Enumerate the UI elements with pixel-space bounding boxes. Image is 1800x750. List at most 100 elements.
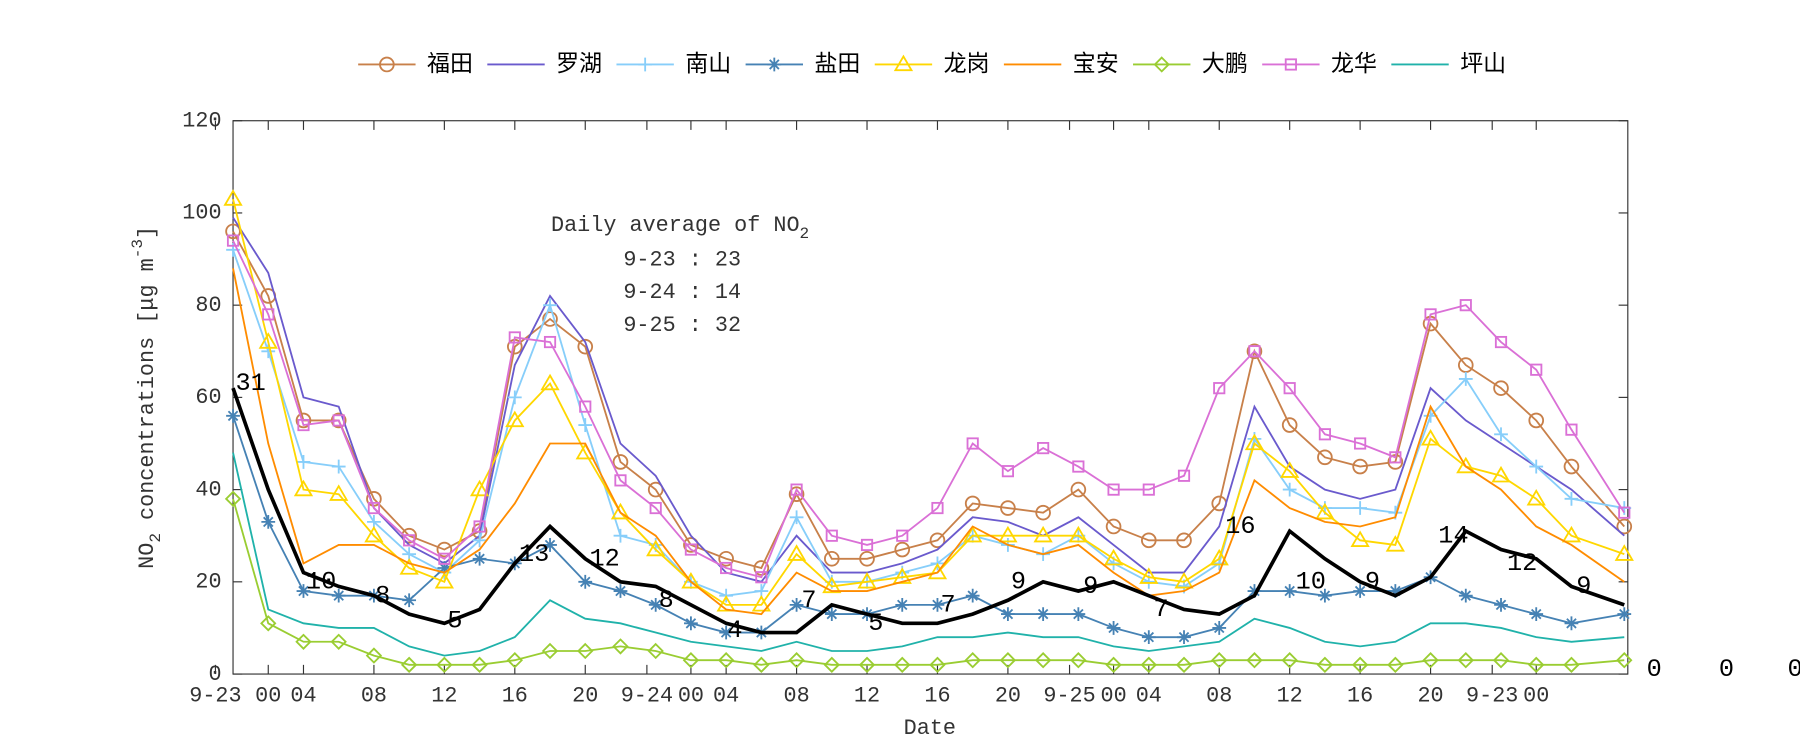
- legend-label: 龙华: [1331, 51, 1377, 77]
- marker: [755, 571, 768, 584]
- marker: [1318, 428, 1331, 441]
- marker: [895, 597, 910, 612]
- marker: [824, 607, 839, 621]
- marker: [1353, 584, 1368, 598]
- marker: [1037, 442, 1050, 455]
- annotation: 10: [1296, 567, 1326, 596]
- marker: [612, 454, 629, 470]
- x-tick-label: 20: [572, 684, 598, 709]
- marker: [1209, 548, 1229, 566]
- x-tick-label: 9-23: [1466, 684, 1518, 709]
- y-axis-label-part: g m: [135, 258, 160, 297]
- marker: [716, 595, 736, 612]
- marker: [1317, 449, 1333, 466]
- y-axis-label-part: ]: [135, 226, 160, 239]
- marker: [1244, 433, 1265, 451]
- marker: [1422, 652, 1439, 669]
- marker: [1458, 588, 1473, 603]
- marker: [1315, 502, 1335, 520]
- marker: [364, 525, 384, 543]
- marker: [1107, 483, 1120, 496]
- annotation: 10: [306, 567, 336, 596]
- series-line: [232, 217, 1625, 583]
- annotation: 9: [1365, 567, 1380, 596]
- annotation: 5: [868, 609, 883, 638]
- marker: [1140, 656, 1157, 674]
- inset-title-sub: 2: [800, 225, 810, 243]
- marker: [825, 529, 838, 542]
- marker: [1493, 380, 1509, 396]
- marker: [610, 502, 631, 520]
- marker: [1459, 299, 1472, 312]
- marker: [718, 550, 734, 567]
- marker: [223, 189, 243, 206]
- y-tick-label: 20: [195, 570, 221, 595]
- marker: [638, 57, 653, 72]
- x-tick-label: 00: [678, 684, 704, 709]
- marker: [1282, 482, 1297, 497]
- marker: [506, 652, 523, 669]
- annotation: 4: [727, 616, 742, 645]
- annotation: 0: [1788, 655, 1800, 684]
- marker: [1528, 412, 1545, 429]
- marker: [683, 537, 699, 553]
- marker: [332, 414, 345, 427]
- marker: [786, 544, 807, 561]
- marker: [1105, 656, 1122, 674]
- x-tick-label: 04: [713, 684, 739, 709]
- marker: [927, 562, 948, 580]
- annotation: 8: [375, 581, 390, 610]
- marker: [508, 331, 521, 344]
- marker: [1350, 530, 1370, 547]
- marker: [788, 486, 805, 503]
- marker: [860, 538, 874, 552]
- marker: [1494, 335, 1508, 349]
- marker: [1068, 525, 1088, 543]
- marker: [896, 529, 909, 542]
- x-axis-label: Date: [904, 716, 956, 741]
- legend-label: 盐田: [814, 51, 860, 77]
- marker: [1528, 656, 1545, 674]
- annotation: 13: [519, 540, 549, 569]
- marker: [295, 633, 312, 650]
- marker: [507, 390, 522, 405]
- annotation: 9: [1576, 572, 1591, 601]
- annotation: 12: [589, 544, 619, 573]
- marker: [719, 625, 734, 640]
- marker: [330, 633, 347, 650]
- marker: [1070, 481, 1087, 498]
- marker: [1036, 607, 1051, 621]
- x-tick-label: 9-25: [1043, 684, 1095, 709]
- x-tick-label: 04: [1136, 684, 1162, 709]
- marker: [684, 616, 698, 631]
- marker: [1563, 656, 1580, 674]
- marker: [578, 574, 593, 589]
- marker: [1246, 343, 1263, 360]
- marker: [613, 528, 628, 543]
- marker: [965, 588, 980, 603]
- marker: [473, 520, 486, 533]
- x-tick-label: 12: [854, 684, 880, 709]
- inset-row: 9-24 : 14: [623, 280, 741, 305]
- marker: [1070, 652, 1087, 669]
- series-line: [232, 249, 1625, 597]
- series-line: [232, 230, 1625, 570]
- marker: [1565, 423, 1578, 436]
- marker: [542, 311, 558, 327]
- marker: [612, 638, 629, 655]
- y-tick-label: 0: [208, 662, 221, 687]
- annotation: 8: [659, 586, 674, 615]
- marker: [1103, 548, 1124, 566]
- marker: [893, 54, 914, 72]
- marker: [681, 571, 701, 589]
- marker: [963, 525, 983, 543]
- y-axis-label-part: NO: [135, 543, 160, 569]
- x-tick-label: 16: [924, 684, 950, 709]
- marker: [823, 656, 840, 674]
- marker: [296, 455, 311, 469]
- marker: [1526, 488, 1546, 506]
- x-tick-label: 08: [1206, 684, 1232, 709]
- marker: [649, 501, 662, 515]
- marker: [1247, 584, 1262, 598]
- marker: [1458, 372, 1473, 386]
